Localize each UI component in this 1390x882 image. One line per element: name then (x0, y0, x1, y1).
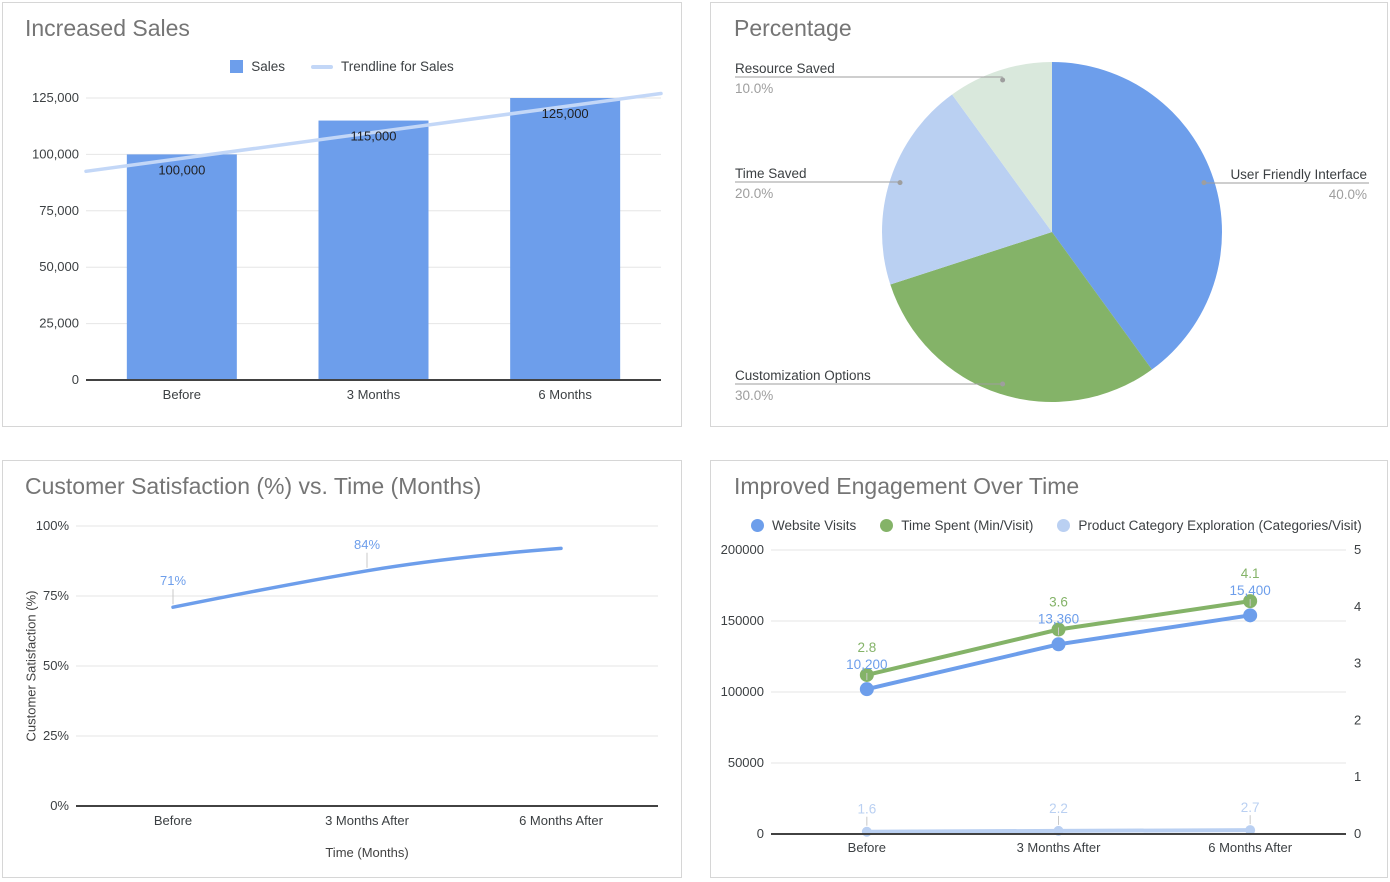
leader-dot (1201, 180, 1207, 186)
left-tick-label: 200000 (721, 542, 764, 557)
data-label: 10,200 (846, 657, 887, 672)
sales-chart-legend: Sales Trendline for Sales (3, 59, 681, 74)
legend-item-sales: Sales (230, 59, 285, 74)
data-label: 13,360 (1038, 612, 1079, 627)
category-label: 6 Months (538, 387, 592, 402)
category-exploration-swatch (1057, 519, 1071, 532)
data-point (1051, 637, 1066, 652)
right-tick-label: 1 (1354, 769, 1361, 784)
y-tick-label: 50,000 (39, 259, 79, 274)
data-label: 2.8 (857, 640, 876, 655)
leader-dot (1000, 77, 1006, 83)
legend-label-time-spent: Time Spent (Min/Visit) (901, 518, 1034, 533)
bar-data-label: 115,000 (350, 129, 396, 144)
bar (126, 154, 237, 380)
left-tick-label: 50000 (728, 755, 764, 770)
y-tick-label: 0 (72, 372, 79, 387)
data-label: 15,400 (1230, 583, 1271, 598)
legend-item-website-visits: Website Visits (751, 518, 856, 533)
time-spent-swatch (880, 519, 894, 532)
chart-title-customer-satisfaction: Customer Satisfaction (%) vs. Time (Mont… (25, 473, 482, 499)
pie-slice (952, 62, 1052, 232)
legend-label-website-visits: Website Visits (772, 518, 857, 533)
right-tick-label: 3 (1354, 656, 1361, 671)
chart-title-percentage: Percentage (734, 15, 852, 41)
y-tick-label: 0% (50, 798, 69, 813)
right-tick-label: 2 (1354, 712, 1361, 727)
pie-label-time-saved: Time Saved 20.0% (735, 166, 807, 201)
pie-chart-canvas (735, 62, 1369, 403)
right-tick-label: 4 (1354, 599, 1361, 614)
legend-label-sales: Sales (251, 59, 285, 74)
leader-dot (897, 180, 903, 186)
pie-slice (882, 94, 1052, 285)
category-label: Before (163, 387, 201, 402)
category-label: Before (848, 840, 886, 855)
data-label: 3.6 (1049, 595, 1068, 610)
y-tick-label: 125,000 (32, 90, 79, 105)
legend-item-category-exploration: Product Category Exploration (Categories… (1057, 518, 1362, 533)
data-label: 71% (160, 573, 186, 588)
pie-slice (890, 232, 1152, 403)
x-axis-title: Time (Months) (325, 845, 409, 860)
sales-series-swatch (230, 60, 244, 73)
category-label: 3 Months (347, 387, 401, 402)
category-label: 6 Months After (519, 813, 603, 828)
bar (318, 120, 429, 380)
chart-card-improved-engagement[interactable]: Improved Engagement Over Time Website Vi… (710, 460, 1388, 878)
data-label: 4.1 (1241, 566, 1260, 581)
y-tick-label: 25,000 (39, 316, 79, 331)
data-label: 1.6 (857, 802, 876, 817)
legend-label-trendline: Trendline for Sales (340, 59, 454, 74)
left-tick-label: 100000 (721, 684, 764, 699)
bar-data-label: 100,000 (158, 162, 205, 177)
data-label: 84% (354, 537, 380, 552)
y-tick-label: 75,000 (39, 203, 79, 218)
data-point (1243, 608, 1258, 623)
left-tick-label: 0 (757, 826, 764, 841)
data-label: 2.2 (1049, 801, 1068, 816)
chart-card-percentage[interactable]: Percentage Resource Saved 10.0% Time Sav… (710, 2, 1388, 427)
chart-title-improved-engagement: Improved Engagement Over Time (734, 473, 1080, 499)
trendline-swatch (310, 64, 333, 69)
y-tick-label: 75% (43, 588, 69, 603)
leader-dot (1000, 381, 1006, 387)
category-label: Before (154, 813, 192, 828)
chart-card-increased-sales[interactable]: Increased Sales Sales Trendline for Sale… (2, 2, 682, 427)
y-tick-label: 50% (43, 658, 69, 673)
right-tick-label: 5 (1354, 542, 1361, 557)
data-label: 2.7 (1241, 800, 1260, 815)
legend-item-time-spent: Time Spent (Min/Visit) (880, 518, 1033, 533)
category-label: 3 Months After (325, 813, 409, 828)
y-tick-label: 25% (43, 728, 69, 743)
legend-label-category-exploration: Product Category Exploration (Categories… (1078, 518, 1362, 533)
series-line (171, 546, 563, 609)
chart-card-customer-satisfaction[interactable]: Customer Satisfaction (%) vs. Time (Mont… (2, 460, 682, 878)
line-chart-canvas: 100% 75% 50% 25% 0% 71% 84% Before 3 Months Afte… (36, 518, 658, 828)
pie-slice (1052, 62, 1222, 370)
data-point (1245, 825, 1256, 836)
y-axis-title: Customer Satisfaction (%) (23, 590, 39, 742)
category-label: 6 Months After (1208, 840, 1292, 855)
bar (510, 98, 621, 380)
chart-title-increased-sales: Increased Sales (25, 15, 190, 41)
right-tick-label: 0 (1354, 826, 1361, 841)
y-tick-label: 100,000 (32, 146, 79, 161)
website-visits-swatch (751, 519, 764, 532)
pie-label-resource-saved: Resource Saved 10.0% (735, 61, 835, 96)
data-point (859, 682, 874, 697)
trend-line (84, 91, 663, 174)
data-point (861, 826, 872, 837)
pie-label-user-friendly-interface: User Friendly Interface 40.0% (1230, 167, 1367, 202)
category-label: 3 Months After (1017, 840, 1101, 855)
y-tick-label: 100% (36, 518, 70, 533)
engagement-chart-legend: Website Visits Time Spent (Min/Visit) Pr… (751, 518, 1362, 533)
pie-label-customization-options: Customization Options 30.0% (735, 368, 871, 403)
bar-data-label: 125,000 (542, 106, 589, 121)
legend-item-trendline: Trendline for Sales (310, 59, 454, 74)
bar-chart-canvas: 125,000 100,000 75,000 50,000 25,000 0 100,000… (32, 90, 663, 402)
dual-axis-line-chart-canvas: 200000 150000 100000 50000 0 5 4 3 2 1 0 2.8 10,200 1… (721, 542, 1362, 855)
left-tick-label: 150000 (721, 613, 764, 628)
